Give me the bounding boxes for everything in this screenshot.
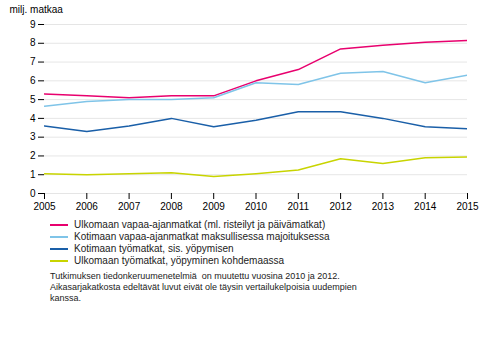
svg-text:2005: 2005 (33, 201, 56, 212)
svg-text:2015: 2015 (456, 201, 479, 212)
svg-text:4: 4 (30, 113, 36, 124)
svg-text:3: 3 (30, 131, 36, 142)
html-text:Tutkimuksen tiedonkeruumenetel: Tutkimuksen tiedonkeruumenetelmiä on muu… (50, 271, 357, 303)
html-text:Kotimaan työmatkat, sis. yöpym: Kotimaan työmatkat, sis. yöpymisen (74, 243, 234, 254)
svg-text:2013: 2013 (372, 201, 395, 212)
svg-text:2014: 2014 (414, 201, 437, 212)
svg-text:milj. matkaa: milj. matkaa (10, 4, 64, 15)
svg-text:2009: 2009 (203, 201, 226, 212)
html-text:Ulkomaan vapaa-ajanmatkat (ml.: Ulkomaan vapaa-ajanmatkat (ml. risteilyt… (74, 219, 326, 230)
svg-text:2010: 2010 (245, 201, 268, 212)
svg-text:1: 1 (30, 169, 36, 180)
svg-text:9: 9 (30, 19, 36, 30)
svg-text:2006: 2006 (76, 201, 99, 212)
svg-text:5: 5 (30, 94, 36, 105)
svg-text:0: 0 (30, 188, 36, 199)
svg-text:2011: 2011 (288, 201, 310, 212)
svg-text:2007: 2007 (118, 201, 141, 212)
svg-text:8: 8 (30, 37, 36, 48)
svg-text:2: 2 (30, 150, 36, 161)
svg-text:2008: 2008 (160, 201, 183, 212)
svg-text:2012: 2012 (329, 201, 352, 212)
svg-text:7: 7 (30, 56, 36, 67)
svg-text:6: 6 (30, 75, 36, 86)
html-text:Kotimaan vapaa-ajanmatkat maks: Kotimaan vapaa-ajanmatkat maksullisessa … (74, 231, 330, 242)
html-text:Ulkomaan työmatkat, yöpyminen: Ulkomaan työmatkat, yöpyminen kohdemaass… (74, 255, 285, 266)
